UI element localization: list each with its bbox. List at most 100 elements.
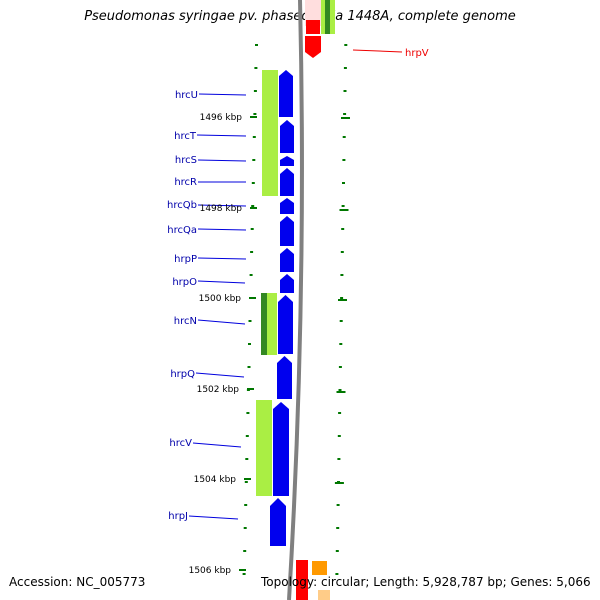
- inner-tick: [250, 251, 254, 253]
- gene-label-hrcS: hrcS: [175, 155, 197, 166]
- cds-arrow: [280, 156, 294, 166]
- gc-bar: [262, 70, 278, 196]
- outer-major-tick: [336, 391, 346, 393]
- outer-tick: [341, 228, 345, 230]
- cds-arrow: [280, 120, 294, 153]
- outer-tick: [342, 182, 345, 184]
- outer-major-tick: [334, 482, 344, 484]
- leader-line-hrpQ: [195, 372, 245, 378]
- gene-label-hrpQ: hrpQ: [170, 369, 195, 380]
- gene-label-hrcR: hrcR: [174, 177, 197, 188]
- outer-tick: [336, 527, 340, 529]
- leader-line-hrcT: [196, 134, 247, 137]
- cds-track: [270, 70, 294, 546]
- cds-arrow: [273, 402, 289, 496]
- gc-bar: [261, 293, 267, 355]
- leader-line-hrcN: [197, 319, 246, 325]
- scale-label: 1506 kbp: [189, 566, 232, 576]
- leader-line-hrpV: [352, 49, 403, 53]
- leader-line-hrcU: [198, 93, 247, 96]
- outer-tick: [340, 274, 344, 276]
- gc-bar: [267, 293, 277, 355]
- gene-label-hrpP: hrpP: [174, 254, 197, 265]
- gene-labels: hrpV hrcU hrcT hrcS hrcR hrcQb hrcQa hrpP hrpO hr…: [167, 48, 429, 522]
- hrpV-gene-arrow: [305, 36, 321, 58]
- inner-tick: [250, 228, 254, 230]
- inner-major-tick: [250, 207, 257, 209]
- leader-line-hrcS: [197, 159, 247, 162]
- gc-content-track: [256, 70, 278, 496]
- cds-arrow: [280, 168, 294, 196]
- scale-label: 1498 kbp: [200, 204, 243, 214]
- inner-tick: [243, 550, 247, 552]
- outer-major-tick: [341, 117, 350, 119]
- inner-tick: [244, 504, 248, 506]
- hrpV-gene-block: [306, 20, 320, 34]
- top-features: [296, 0, 335, 600]
- inner-tick: [253, 90, 257, 92]
- gene-label-hrpV: hrpV: [405, 48, 429, 59]
- inner-tick: [248, 343, 251, 345]
- inner-tick: [252, 136, 256, 138]
- leader-line-hrpJ: [188, 515, 239, 520]
- leader-line-hrpO: [197, 280, 246, 284]
- inner-tick: [251, 205, 255, 207]
- inner-tick: [248, 320, 252, 322]
- hrpV-shade: [305, 0, 321, 26]
- leader-line-hrcQb: [197, 204, 247, 207]
- inner-major-tick: [249, 297, 256, 299]
- inner-tick: [243, 527, 247, 529]
- gene-label-hrcQa: hrcQa: [167, 225, 197, 236]
- cds-arrow: [280, 216, 294, 246]
- outer-tick: [343, 67, 347, 69]
- scale-label: 1504 kbp: [194, 475, 237, 485]
- gene-label-hrcV: hrcV: [169, 438, 192, 449]
- bottom-orange-shade: [318, 590, 330, 600]
- outer-tick: [340, 297, 344, 299]
- cds-arrow: [280, 274, 294, 293]
- gene-label-hrcT: hrcT: [174, 131, 197, 142]
- inner-tick: [254, 67, 258, 69]
- outer-tick: [335, 550, 339, 552]
- cds-arrow: [278, 295, 293, 354]
- inner-tick: [245, 435, 249, 437]
- scale-label: 1502 kbp: [197, 385, 240, 395]
- outer-tick: [344, 44, 348, 46]
- cds-arrow: [279, 70, 293, 117]
- outer-tick: [337, 435, 341, 437]
- topology-text: Topology: circular; Length: 5,928,787 bp…: [261, 575, 591, 589]
- bottom-red-gene: [296, 560, 308, 600]
- inner-major-tick: [247, 388, 254, 390]
- inner-tick: [245, 458, 249, 460]
- tick-marks: [242, 44, 350, 575]
- outer-tick: [339, 320, 343, 322]
- outer-tick: [342, 159, 346, 161]
- inner-tick: [255, 44, 258, 46]
- inner-tick: [247, 366, 251, 368]
- bottom-orange-block: [312, 561, 327, 575]
- outer-tick: [338, 366, 342, 368]
- cds-arrow: [280, 198, 294, 214]
- gene-label-hrcQb: hrcQb: [167, 200, 197, 211]
- outer-tick: [342, 136, 346, 138]
- cds-arrow: [277, 356, 292, 399]
- inner-tick: [251, 182, 255, 184]
- inner-tick: [253, 113, 257, 115]
- gene-label-hrpJ: hrpJ: [168, 511, 188, 522]
- scale-label: 1496 kbp: [200, 113, 243, 123]
- inner-tick: [249, 274, 253, 276]
- backbone: [287, 0, 304, 600]
- outer-tick: [338, 389, 342, 391]
- gene-label-hrcN: hrcN: [174, 316, 197, 327]
- backbone-arc: [287, 0, 304, 600]
- outer-tick: [343, 90, 347, 92]
- outer-tick: [340, 251, 344, 253]
- inner-tick: [252, 159, 256, 161]
- gc-bar: [256, 400, 272, 496]
- leader-line-hrcV: [192, 442, 242, 448]
- outer-tick: [341, 205, 345, 207]
- outer-tick: [335, 573, 339, 575]
- cds-arrow: [280, 248, 294, 272]
- outer-tick: [337, 458, 341, 460]
- gc-top-light-2: [330, 0, 335, 34]
